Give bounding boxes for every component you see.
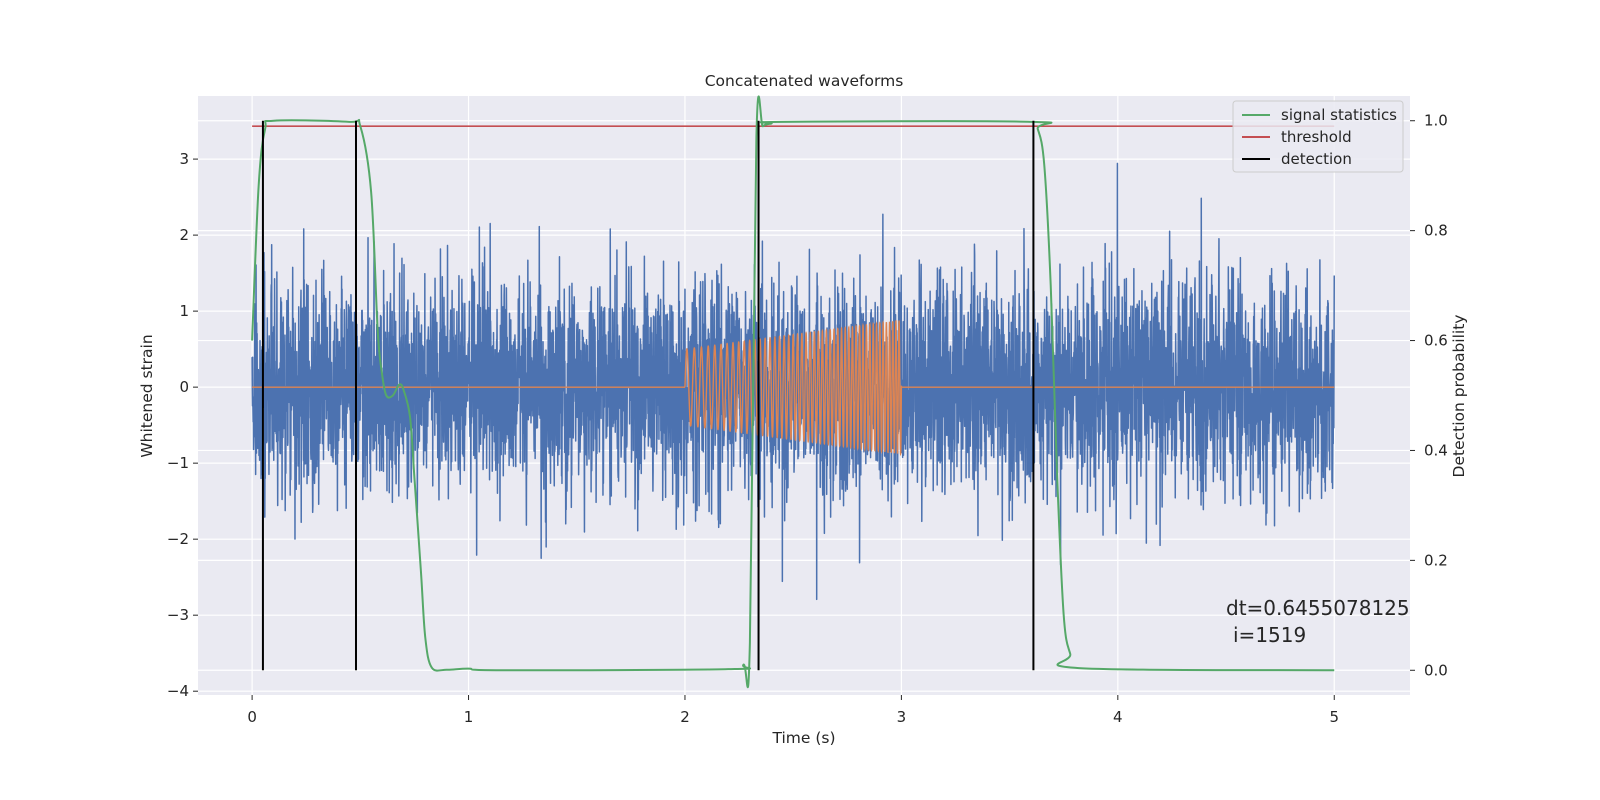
- annotation-i: i=1519: [1233, 623, 1306, 647]
- injection-series-line: [252, 319, 1335, 457]
- x-tick-label: 1: [464, 708, 474, 726]
- y2-tick-label: 0.0: [1424, 661, 1448, 679]
- x-tick-label: 4: [1113, 708, 1123, 726]
- overlay-layer: [251, 95, 1335, 689]
- x-tick-label: 0: [247, 708, 257, 726]
- x-axis-title: Time (s): [771, 729, 835, 747]
- y-tick-label: −3: [167, 606, 189, 624]
- x-tick-label: 2: [680, 708, 690, 726]
- injection-layer: [252, 319, 1335, 457]
- legend: signal statistics threshold detection: [1232, 100, 1404, 173]
- axis-layer: 0 1 2 3 4 5 −4 −3 −2 −1 0 1 2 3 0.0 0.2 0.4 0.6 0.8 1.0: [167, 112, 1448, 726]
- y-tick-label: −4: [167, 682, 189, 700]
- y2-tick-label: 0.6: [1424, 332, 1448, 350]
- y-tick-label: 0: [179, 378, 189, 396]
- legend-box: [1232, 100, 1404, 173]
- y-tick-label: −1: [167, 454, 189, 472]
- y2-tick-label: 0.4: [1424, 441, 1448, 459]
- legend-label-threshold: threshold: [1281, 128, 1352, 146]
- y-tick-label: 3: [179, 150, 189, 168]
- legend-label-signal-statistics: signal statistics: [1281, 106, 1397, 124]
- chart-title: Concatenated waveforms: [705, 72, 904, 90]
- y2-tick-label: 0.2: [1424, 551, 1448, 569]
- y2-axis-title: Detection probability: [1450, 315, 1468, 478]
- x-tick-label: 3: [897, 708, 907, 726]
- strain-layer: [251, 162, 1335, 601]
- y-tick-label: 2: [179, 226, 189, 244]
- y2-tick-label: 0.8: [1424, 222, 1448, 240]
- y-axis-title: Whitened strain: [138, 334, 156, 457]
- annotation-dt: dt=0.6455078125: [1226, 596, 1410, 620]
- signal-statistics-line: [251, 95, 1335, 689]
- y-tick-label: −2: [167, 530, 189, 548]
- y2-tick-label: 1.0: [1424, 112, 1448, 130]
- legend-label-detection: detection: [1281, 150, 1352, 168]
- x-tick-label: 5: [1329, 708, 1339, 726]
- y-tick-label: 1: [179, 302, 189, 320]
- strain-series-line: [251, 162, 1335, 601]
